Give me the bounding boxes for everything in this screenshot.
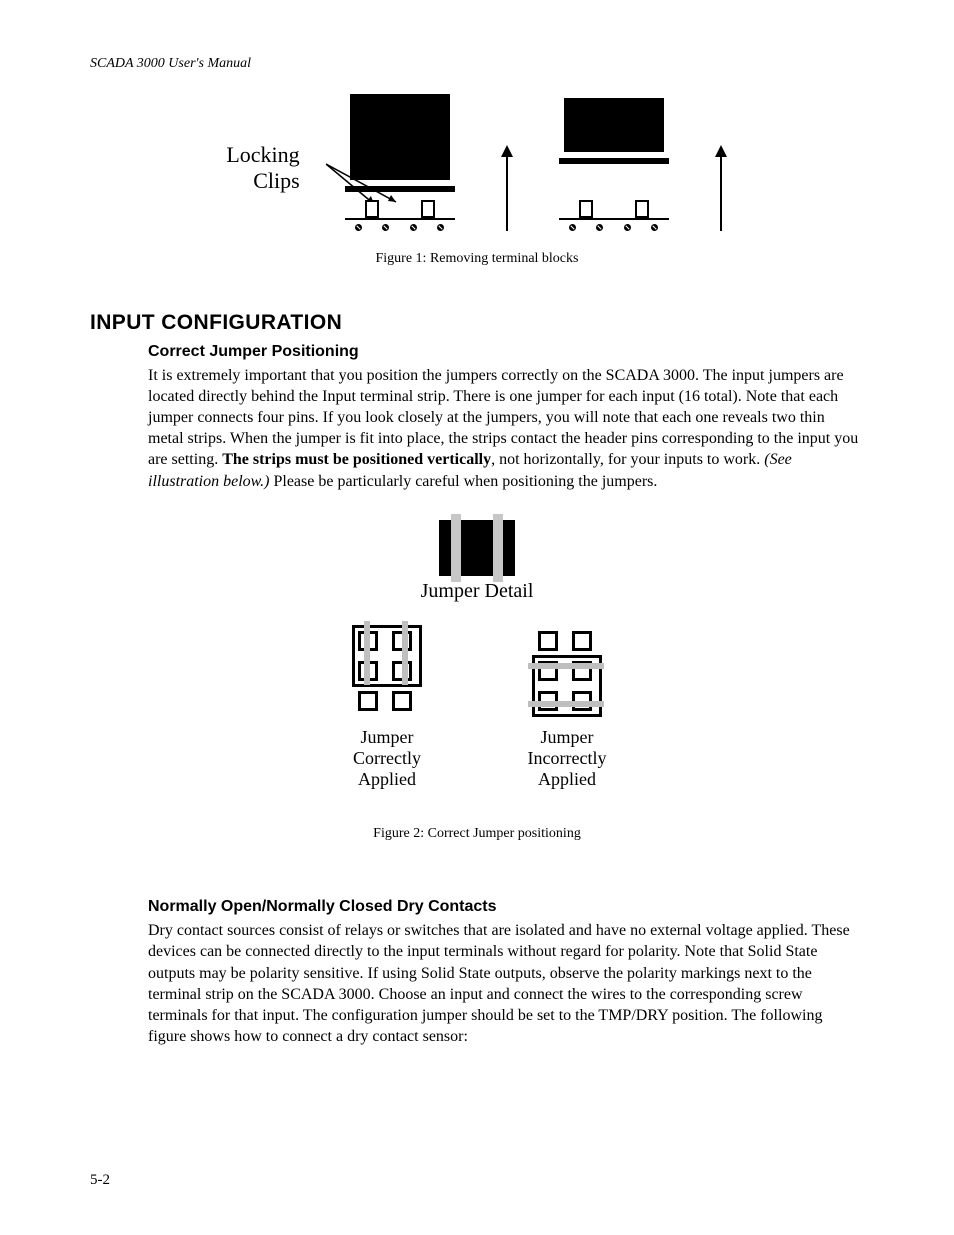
jumper-incorrect-figure: Jumper Incorrectly Applied <box>507 631 627 791</box>
up-arrow-icon <box>714 145 728 231</box>
para1-part-b: , not horizontally, for your inputs to w… <box>491 451 764 468</box>
jumper-incorrect-label: Jumper Incorrectly Applied <box>528 727 607 791</box>
jumper-correct-figure: Jumper Correctly Applied <box>327 631 447 791</box>
para1-part-c: Please be particularly careful when posi… <box>269 473 657 490</box>
jumper-correct-label: Jumper Correctly Applied <box>353 727 421 791</box>
paragraph-jumper-positioning: It is extremely important that you posit… <box>148 365 864 492</box>
para1-bold: The strips must be positioned vertically <box>222 451 491 468</box>
locking-clips-line2: Clips <box>226 168 299 193</box>
terminal-block-assembled <box>340 94 460 231</box>
running-header: SCADA 3000 User's Manual <box>90 56 864 72</box>
locking-clips-line1: Locking <box>226 142 299 167</box>
subheading-dry-contacts: Normally Open/Normally Closed Dry Contac… <box>148 898 864 916</box>
paragraph-dry-contacts: Dry contact sources consist of relays or… <box>148 920 864 1047</box>
figure-2: Jumper Detail Jumper Correctly Applied <box>90 520 864 843</box>
figure-1-caption: Figure 1: Removing terminal blocks <box>376 251 579 267</box>
locking-clips-label: Locking Clips <box>226 142 299 193</box>
figure-2-caption: Figure 2: Correct Jumper positioning <box>373 826 581 842</box>
jumper-detail-label: Jumper Detail <box>421 580 534 603</box>
terminal-block-detached <box>554 98 674 231</box>
up-arrow-icon <box>500 145 514 231</box>
page-number: 5-2 <box>90 1172 110 1189</box>
jumper-detail-figure: Jumper Detail <box>421 520 534 603</box>
page: SCADA 3000 User's Manual Locking Clips <box>0 0 954 1235</box>
figure-1: Locking Clips <box>90 94 864 267</box>
subheading-jumper-positioning: Correct Jumper Positioning <box>148 343 864 361</box>
section-heading-input-configuration: INPUT CONFIGURATION <box>90 311 864 335</box>
